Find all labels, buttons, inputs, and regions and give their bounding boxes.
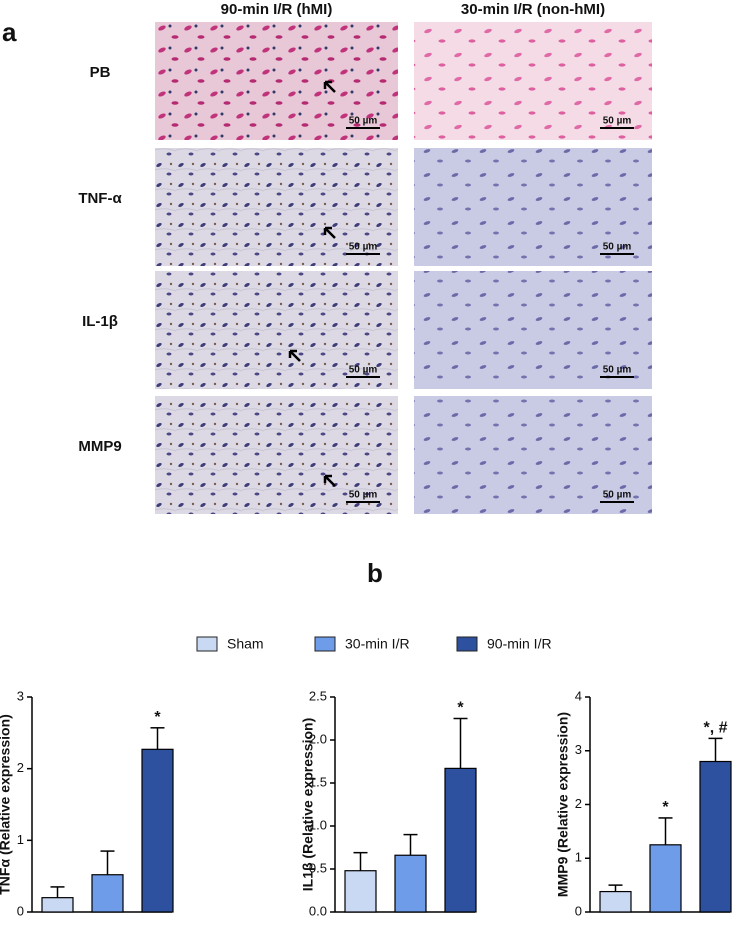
y-tick-label: 1.5 [309,774,327,789]
column-header: 30-min I/R (non-hMI) [461,1,605,18]
bar [141,748,174,913]
y-tick-label: 2 [575,796,582,811]
micrograph [155,148,398,266]
scale-bar-label: 50 µm [349,365,378,376]
scale-bar-label: 50 µm [349,242,378,253]
scale-bar-label: 50 µm [603,365,632,376]
row-label: PB [90,64,111,81]
bar [91,874,124,913]
y-tick-label: 1 [17,832,24,847]
scale-bar-label: 50 µm [603,490,632,501]
micrograph [414,22,652,140]
panel-label: a [2,17,17,47]
y-tick-label: 0 [17,903,24,918]
y-tick-label: 2 [17,760,24,775]
y-tick-label: 3 [17,688,24,703]
y-tick-label: 2.5 [309,688,327,703]
micrograph [414,148,652,266]
significance-mark: *, # [703,720,727,737]
y-tick-label: 2.0 [309,731,327,746]
row-label: TNF-α [78,190,122,207]
arrow [323,80,336,93]
y-axis-label: IL1β (Relative expression) [300,718,316,892]
y-tick-label: 1.0 [309,817,327,832]
histology-grid: 90-min I/R (hMI) 30-min I/R (non-hMI) PB 50… [78,1,652,514]
legend-label: Sham [227,636,264,652]
row-label: IL-1β [82,313,118,330]
scale-bar-label: 50 µm [603,116,632,127]
legend-label: 30-min I/R [345,636,410,652]
significance-mark: * [662,799,669,816]
y-tick-label: 1 [575,850,582,865]
column-header: 90-min I/R (hMI) [221,1,333,18]
legend-swatch [456,636,478,652]
legend-swatch [314,636,336,652]
legend-swatch [196,636,218,652]
charts: 0 1 2 3 TNFα (Relative expression) * 0.0 0.5 1.0… [0,688,732,918]
micrograph [155,396,398,514]
y-tick-label: 0.5 [309,860,327,875]
bar [649,844,682,913]
y-axis-label: MMP9 (Relative expression) [555,712,571,897]
panel-label: b [367,558,383,588]
bar [699,760,732,913]
legend-label: 90-min I/R [487,636,552,652]
micrograph [414,271,652,389]
significance-mark: * [457,700,464,717]
y-tick-label: 0 [575,903,582,918]
micrograph [414,396,652,514]
bar [444,767,477,913]
significance-mark: * [154,709,161,726]
scale-bar-label: 50 µm [603,242,632,253]
bar [394,854,427,913]
y-tick-label: 0.0 [309,903,327,918]
bar [344,870,377,913]
arrow [323,226,336,239]
y-tick-label: 3 [575,742,582,757]
scale-bar-label: 50 µm [349,116,378,127]
arrow [323,474,336,487]
scale-bar-label: 50 µm [349,490,378,501]
micrograph [155,22,398,140]
arrow [288,349,301,362]
bar [41,897,74,913]
y-tick-label: 4 [575,688,582,703]
y-axis-label: TNFα (Relative expression) [0,714,13,895]
row-label: MMP9 [78,438,121,455]
legend: Sham 30-min I/R 90-min I/R [196,636,552,652]
bar [599,890,632,913]
micrograph [155,271,398,389]
